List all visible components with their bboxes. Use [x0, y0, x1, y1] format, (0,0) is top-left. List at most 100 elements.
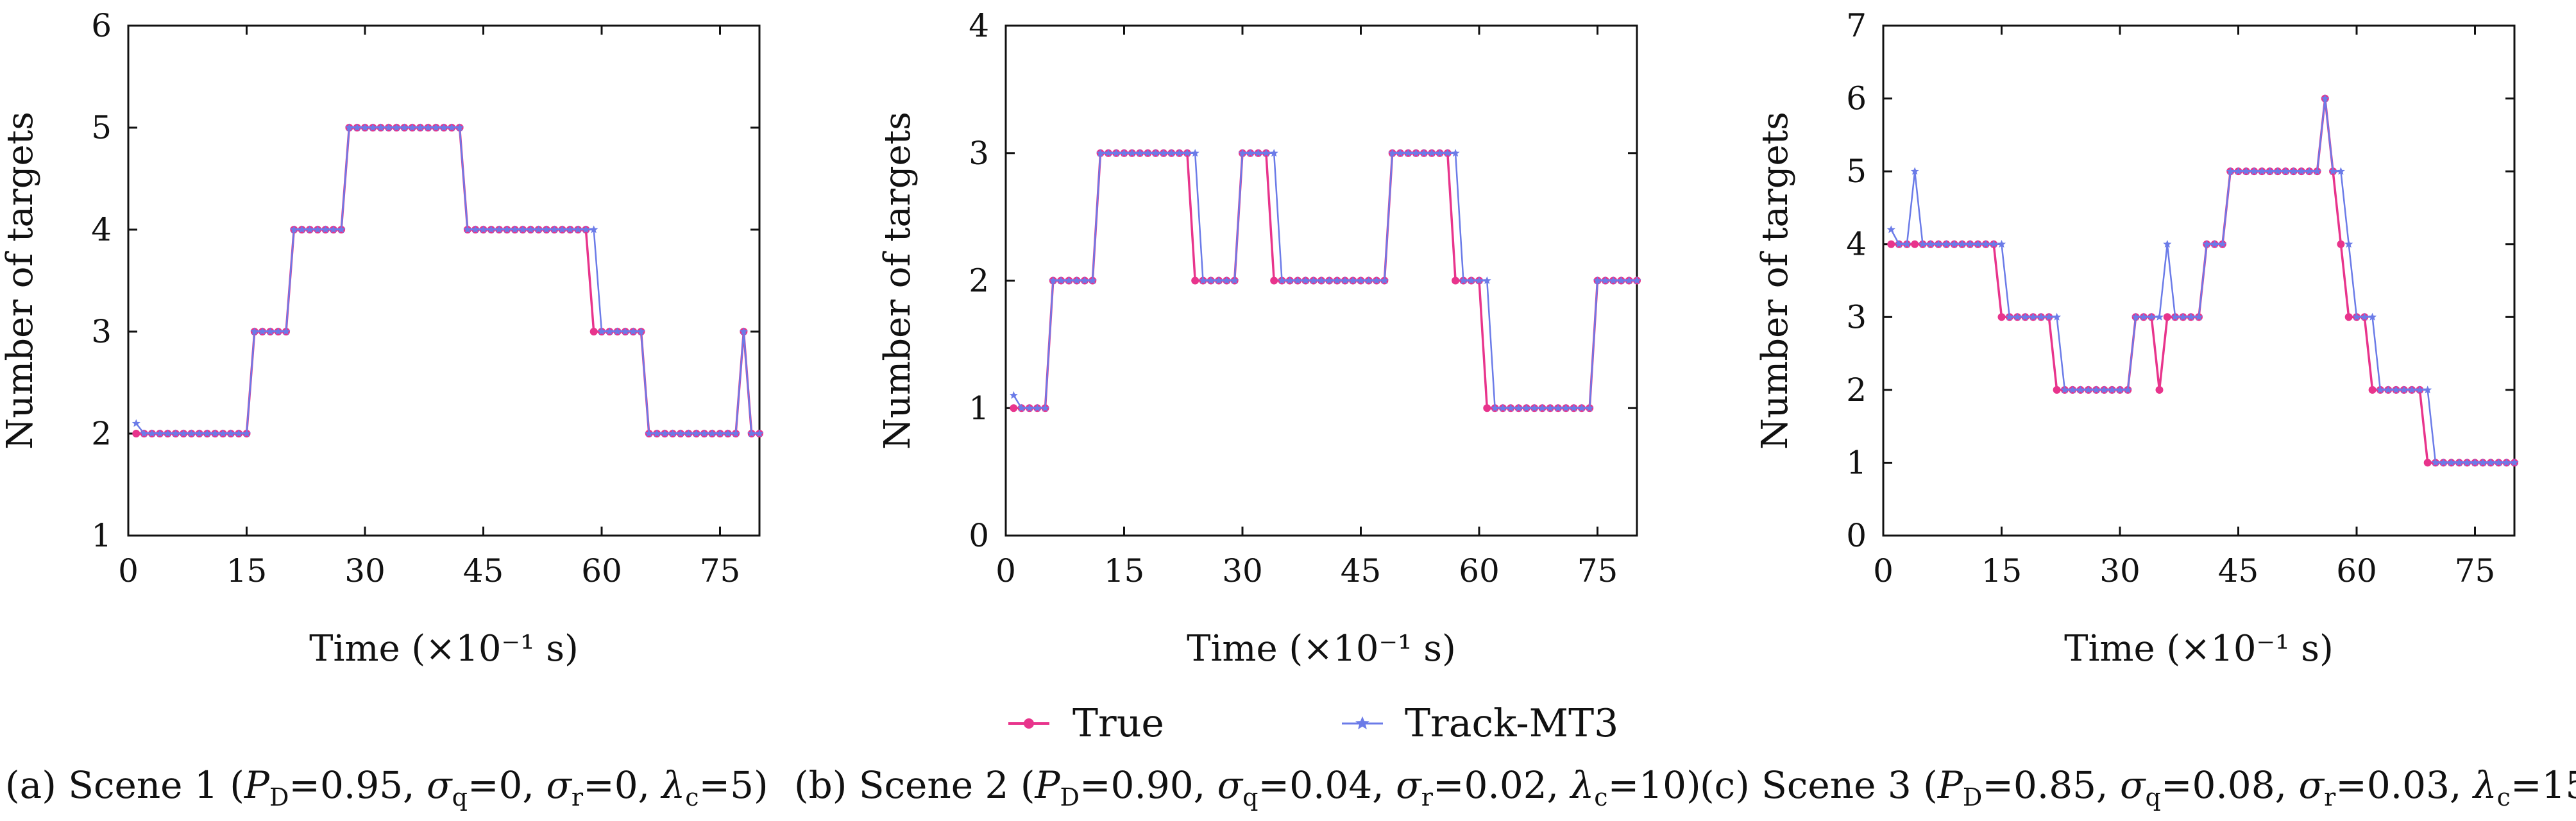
- y-tick-label: 2: [91, 415, 112, 452]
- caption-subscript: D: [269, 783, 289, 811]
- y-tick-label: 4: [969, 7, 989, 44]
- x-tick-label: 0: [118, 552, 139, 589]
- x-axis-label: Time (×10⁻¹ s): [2064, 628, 2334, 670]
- legend-track-label: Track-MT3: [1405, 701, 1618, 746]
- caption-text: λ: [2472, 763, 2497, 807]
- caption-text: (b) Scene 2 (: [794, 763, 1035, 807]
- chart-b: 0 1 2 3 4 0 15 30 45 60 75 Time (×10⁻¹ s) Number of …: [794, 7, 1701, 811]
- caption-subscript: D: [1060, 783, 1079, 811]
- x-tick-label: 60: [1459, 552, 1500, 589]
- caption-text: σ: [427, 763, 453, 807]
- data-point-true: [1887, 240, 1895, 248]
- data-point-true: [1010, 404, 1018, 412]
- caption-subscript: q: [452, 783, 468, 811]
- series-line-true: [136, 126, 759, 435]
- caption-text: =0.85,: [1982, 763, 2120, 807]
- y-tick-label: 1: [91, 517, 112, 554]
- data-point-true: [2163, 313, 2171, 321]
- caption-text: =0.95,: [289, 763, 427, 807]
- x-tick-label: 15: [1981, 552, 2022, 589]
- plot-frame: [1882, 24, 2516, 537]
- legend-true-label: True: [1072, 701, 1164, 746]
- y-tick-label: 2: [969, 262, 989, 300]
- y-axis-label: Number of targets: [1754, 112, 1796, 450]
- caption-text: (a) Scene 1 (: [5, 763, 244, 807]
- y-tick-label: 4: [91, 211, 112, 248]
- data-point-track-mt3: [2155, 312, 2164, 321]
- caption-text: =0.04,: [1258, 763, 1396, 807]
- caption-text: =0.08,: [2161, 763, 2299, 807]
- caption-subscript: c: [1594, 783, 1607, 811]
- caption-subscript: q: [1242, 783, 1258, 811]
- caption-subscript: c: [2497, 783, 2511, 811]
- y-axis-label: Number of targets: [877, 112, 919, 450]
- x-tick-label: 30: [344, 552, 386, 589]
- x-tick-label: 75: [1577, 552, 1618, 589]
- data-point-true: [1997, 313, 2006, 321]
- caption-subscript: r: [2324, 783, 2336, 811]
- caption-text: =0.02,: [1433, 763, 1571, 807]
- legend-track-marker: [1355, 716, 1370, 730]
- x-tick-label: 45: [463, 552, 504, 589]
- y-tick-label: 2: [1846, 371, 1867, 409]
- data-point-true: [589, 328, 598, 335]
- data-point-true: [2423, 459, 2432, 467]
- data-point-true: [2155, 385, 2164, 394]
- legend: True Track-MT3: [1008, 701, 1618, 746]
- caption-text: P: [1937, 763, 1963, 807]
- y-tick-label: 3: [91, 313, 112, 350]
- caption-text: σ: [1396, 763, 1422, 807]
- x-tick-label: 45: [2218, 552, 2259, 589]
- x-tick-label: 15: [1104, 552, 1145, 589]
- series-line-track-mt3: [135, 126, 759, 435]
- caption-subscript: c: [685, 783, 699, 811]
- y-tick-label: 5: [91, 109, 112, 146]
- data-point-track-mt3: [1009, 391, 1018, 399]
- caption-text: σ: [546, 763, 572, 807]
- caption-subscript: r: [1421, 783, 1434, 811]
- y-axis-label: Number of targets: [0, 112, 41, 450]
- y-tick-label: 0: [969, 517, 989, 554]
- data-point-track-mt3: [1886, 225, 1895, 233]
- data-point-track-mt3: [131, 419, 140, 427]
- data-point-true: [2344, 313, 2353, 321]
- caption-text: (c) Scene 3 (: [1700, 763, 1938, 807]
- caption-text: λ: [1570, 763, 1595, 807]
- data-point-true: [2337, 240, 2345, 248]
- data-point-true: [2368, 385, 2377, 394]
- x-tick-label: 60: [581, 552, 622, 589]
- caption-text: σ: [1217, 763, 1244, 807]
- caption-subscript: D: [1963, 783, 1982, 811]
- y-tick-label: 3: [969, 135, 989, 172]
- y-tick-label: 4: [1846, 226, 1867, 263]
- chart-caption: (b) Scene 2 (PD=0.90, σq=0.04, σr=0.02, …: [794, 763, 1701, 811]
- caption-text: P: [1034, 763, 1060, 807]
- data-point-true: [1483, 404, 1491, 412]
- y-tick-label: 6: [1846, 80, 1867, 117]
- data-point-true: [1270, 276, 1278, 285]
- x-tick-label: 0: [996, 552, 1016, 589]
- x-axis-label: Time (×10⁻¹ s): [309, 628, 579, 670]
- caption-text: =15): [2511, 763, 2576, 807]
- x-tick-label: 75: [2455, 552, 2496, 589]
- data-point-true: [132, 430, 140, 437]
- caption-text: =5): [699, 763, 768, 807]
- legend-true-marker: [1024, 718, 1034, 729]
- data-point-true: [1452, 276, 1460, 285]
- caption-text: σ: [2120, 763, 2146, 807]
- y-tick-label: 0: [1846, 517, 1867, 554]
- x-tick-label: 30: [1222, 552, 1263, 589]
- caption-text: =0,: [583, 763, 661, 807]
- caption-subscript: r: [572, 783, 584, 811]
- caption-subscript: q: [2146, 783, 2161, 811]
- series-line-track-mt3: [1013, 152, 1637, 409]
- x-tick-label: 60: [2336, 552, 2377, 589]
- y-tick-label: 6: [91, 7, 112, 44]
- caption-text: =10): [1608, 763, 1701, 807]
- x-tick-label: 45: [1341, 552, 1382, 589]
- y-tick-label: 1: [1846, 444, 1867, 481]
- x-tick-label: 0: [1873, 552, 1894, 589]
- caption-text: =0,: [468, 763, 546, 807]
